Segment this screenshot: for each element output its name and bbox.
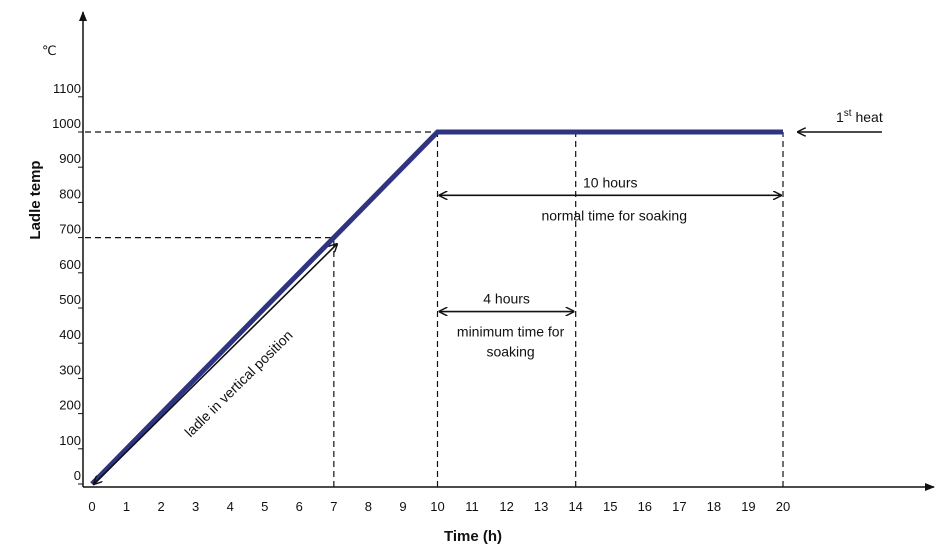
y-tick-label: 1000 [52,116,81,131]
x-tick-label: 13 [534,499,548,514]
x-tick-label: 6 [296,499,303,514]
y-tick-label: 100 [59,433,81,448]
duration-span-sublabel: normal time for soaking [541,207,687,223]
duration-span-label: 10 hours [583,174,637,190]
y-tick-label: 200 [59,398,81,413]
y-tick-label: 800 [59,186,81,201]
first-heat-label: 1st heat [836,108,883,125]
y-tick-label: 1100 [53,81,81,96]
y-tick-label: 500 [59,292,81,307]
y-axis-title: Ladle temp [27,160,44,239]
x-tick-label: 5 [261,499,268,514]
x-tick-label: 16 [638,499,652,514]
x-tick-label: 10 [430,499,444,514]
x-tick-label: 1 [123,499,130,514]
y-tick-label: 600 [59,257,81,272]
x-tick-label: 8 [365,499,372,514]
x-tick-label: 20 [776,499,790,514]
x-tick-label: 14 [568,499,582,514]
x-tick-label: 7 [330,499,337,514]
x-tick-label: 12 [499,499,513,514]
duration-span-sublabel: minimum time for [457,324,565,340]
duration-span-label: 4 hours [483,291,530,307]
duration-span-sublabel: soaking [486,344,534,360]
x-tick-label: 2 [157,499,164,514]
x-tick-label: 18 [707,499,721,514]
x-tick-label: 9 [399,499,406,514]
y-tick-label: 400 [59,327,81,342]
y-tick-label: 900 [59,151,81,166]
y-tick-label: 300 [59,362,81,377]
x-tick-label: 17 [672,499,686,514]
y-tick-label: 0 [74,468,81,483]
ladle-vertical-label: ladle in vertical position [181,327,295,440]
y-unit-label: ℃ [42,43,57,58]
x-ticks: 0 1 2 3 4 5 6 7 8 9 10 11 12 13 14 15 16 17 18 19 20 [88,499,790,514]
x-tick-label: 0 [88,499,95,514]
x-tick-label: 19 [741,499,755,514]
x-axis-title: Time (h) [444,528,502,545]
annotations: 10 hours normal time for soaking 4 hours mi… [94,108,883,484]
x-tick-label: 3 [192,499,199,514]
axes [79,11,935,491]
y-tick-label: 700 [59,222,81,237]
x-tick-label: 15 [603,499,617,514]
ladle-vertical-arrow [94,244,337,484]
x-tick-label: 4 [227,499,234,514]
y-ticks: 0 100 200 300 400 500 600 700 800 900 1000 1100 [52,81,83,485]
x-tick-label: 11 [465,499,479,514]
